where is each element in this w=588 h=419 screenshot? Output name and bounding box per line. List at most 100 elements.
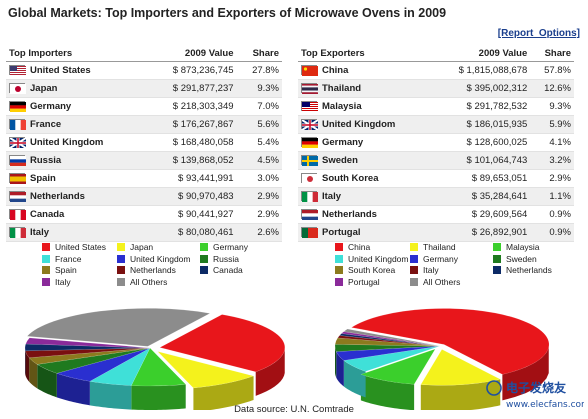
pie-side-walls [25, 347, 285, 410]
th-flag-icon [301, 83, 318, 95]
legend-item: Thailand [410, 242, 456, 253]
value-cell: $ 80,080,461 [144, 223, 237, 242]
country-name: Sweden [322, 155, 358, 166]
pie-slice [360, 348, 436, 385]
pie-slice [130, 347, 187, 387]
country-name: Thailand [322, 83, 362, 94]
importers-table: Top Importers 2009 Value Share United St… [6, 45, 282, 242]
nl-flag-icon [301, 209, 318, 221]
page-title: Global Markets: Top Importers and Export… [8, 6, 447, 20]
country-cell: Portugal [298, 223, 432, 242]
table-row: Netherlands $ 29,609,564 0.9% [298, 205, 574, 224]
pie-slice [28, 347, 151, 365]
table-row: Malaysia $ 291,782,532 9.3% [298, 97, 574, 116]
legend-swatch [117, 254, 125, 263]
legend-item: Russia [200, 254, 239, 265]
report-options-label: [Report_Options] [497, 28, 580, 39]
legend-label: Russia [213, 253, 239, 264]
country-name: Germany [322, 137, 364, 148]
importers-header-share: Share [236, 45, 282, 62]
it-flag-icon [9, 227, 26, 239]
ru-flag-icon [9, 155, 26, 167]
legend-swatch [335, 254, 343, 263]
legend-item: South Korea [335, 265, 395, 276]
share-cell: 4.1% [530, 133, 574, 152]
legend-item: Sweden [493, 254, 537, 265]
legend-swatch [410, 266, 418, 274]
legend-item: Canada [200, 265, 243, 276]
kr-flag-icon [301, 173, 318, 185]
legend-label: Italy [55, 276, 71, 287]
country-cell: United Kingdom [6, 133, 145, 152]
pie-slice-side [335, 345, 337, 378]
legend-label: Canada [213, 265, 243, 275]
country-cell: France [6, 115, 145, 134]
legend-label: Germany [213, 242, 248, 252]
importers-header-value: 2009 Value [144, 45, 237, 62]
country-name: United Kingdom [30, 137, 104, 148]
report-options-link[interactable]: [Report_Options] [498, 28, 580, 39]
legend-label: South Korea [348, 265, 396, 275]
country-cell: United Kingdom [298, 115, 432, 134]
table-row: Japan $ 291,877,237 9.3% [6, 79, 282, 98]
legend-label: China [348, 242, 371, 252]
country-cell: Italy [298, 187, 432, 206]
legend-swatch [200, 243, 208, 251]
importers-pie-chart [24, 308, 286, 410]
share-cell: 2.9% [530, 169, 574, 188]
legend-label: United Kingdom [348, 253, 409, 264]
country-name: Netherlands [30, 191, 85, 202]
country-name: Japan [30, 83, 58, 94]
value-cell: $ 128,600,025 [431, 133, 531, 152]
legend-swatch [493, 266, 501, 274]
legend-swatch [335, 277, 343, 286]
table-row: Spain $ 93,441,991 3.0% [6, 169, 282, 188]
country-cell: South Korea [298, 169, 432, 188]
pie-slice-side [89, 381, 132, 410]
exporters-pie-chart [334, 308, 550, 410]
pie-slice-side [502, 347, 549, 401]
pie-slice [335, 345, 441, 361]
value-cell: $ 395,002,312 [431, 79, 531, 98]
share-cell: 0.9% [530, 205, 574, 224]
pie-slice-side [56, 373, 90, 406]
legend-item: Spain [42, 265, 77, 276]
pie-slice [89, 347, 151, 386]
country-cell: Sweden [298, 151, 432, 170]
exporters-header-value: 2009 Value [431, 45, 531, 62]
pt-flag-icon [301, 227, 318, 239]
de-flag-icon [301, 137, 318, 149]
pie-slice [159, 314, 286, 373]
table-row: United Kingdom $ 186,015,935 5.9% [298, 115, 574, 134]
value-cell: $ 90,441,927 [144, 205, 237, 224]
pie-slice [340, 331, 441, 347]
legend-swatch [42, 254, 50, 263]
pie-slice [334, 337, 441, 347]
ca-flag-icon [9, 209, 26, 221]
country-name: South Korea [322, 173, 379, 184]
pie-slice [343, 328, 441, 347]
value-cell: $ 218,303,349 [144, 97, 237, 116]
table-row: Sweden $ 101,064,743 3.2% [298, 151, 574, 170]
gb-flag-icon [301, 119, 318, 131]
country-cell: China [298, 61, 432, 80]
value-cell: $ 29,609,564 [431, 205, 531, 224]
legend-item: All Others [117, 277, 167, 288]
legend-label: United Kingdom [130, 253, 191, 264]
share-cell: 5.4% [236, 133, 282, 152]
table-row: Thailand $ 395,002,312 12.6% [298, 79, 574, 98]
svg-text:电子发烧友: 电子发烧友 [506, 380, 566, 395]
share-cell: 3.0% [236, 169, 282, 188]
pie-slice [36, 347, 151, 374]
de-flag-icon [9, 101, 26, 113]
country-cell: Malaysia [298, 97, 432, 116]
country-name: Germany [30, 101, 72, 112]
table-row: France $ 176,267,867 5.6% [6, 115, 282, 134]
legend-swatch [410, 277, 418, 286]
value-cell: $ 93,441,991 [144, 169, 237, 188]
us-flag-icon [9, 65, 26, 77]
table-row: Canada $ 90,441,927 2.9% [6, 205, 282, 224]
share-cell: 12.6% [530, 79, 574, 98]
country-name: Spain [30, 173, 56, 184]
gb-flag-icon [9, 137, 26, 149]
